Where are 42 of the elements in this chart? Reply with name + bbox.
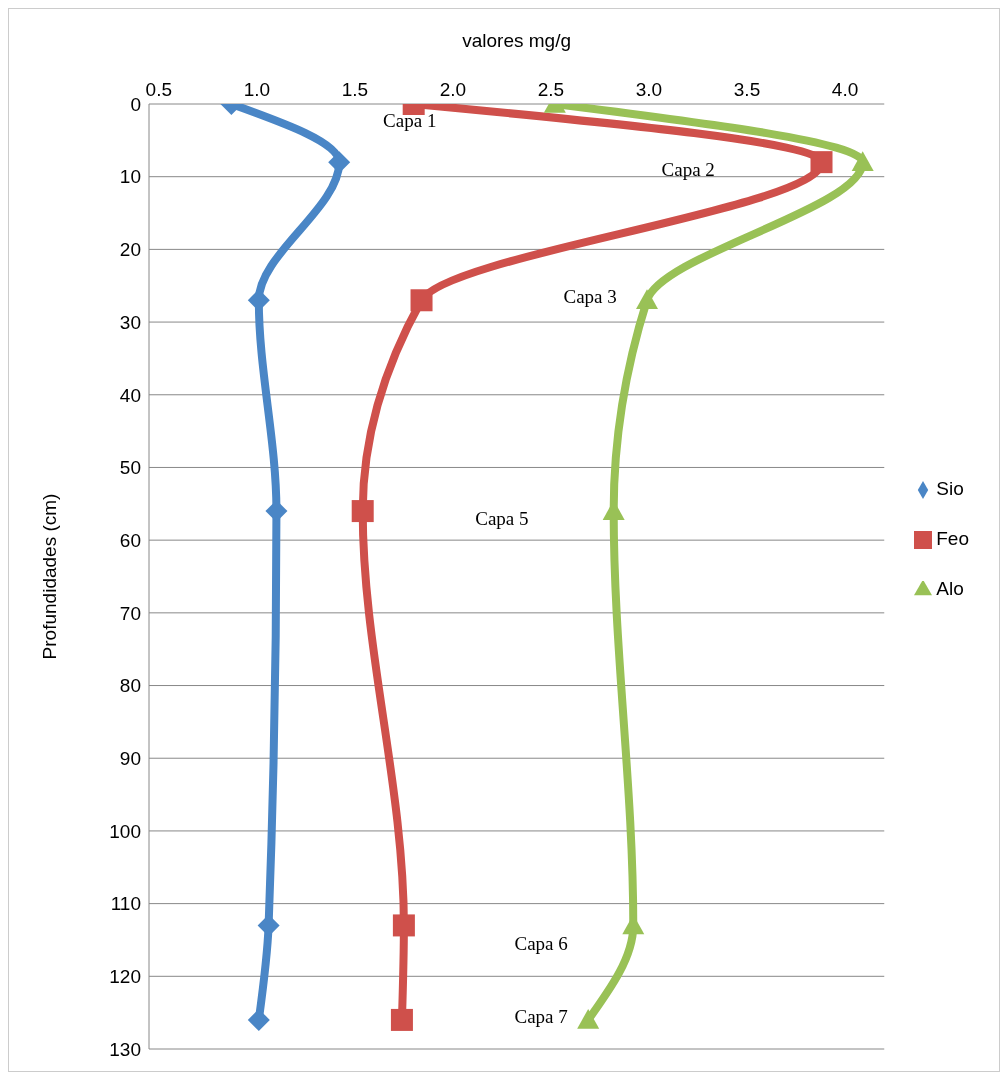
y-tick-label: 40 bbox=[119, 384, 141, 406]
point bbox=[810, 151, 833, 174]
x-tick-label: 2.5 bbox=[537, 79, 565, 100]
x-tick-label: 3.5 bbox=[733, 79, 761, 100]
y-tick-label: 110 bbox=[110, 893, 141, 915]
point bbox=[351, 500, 374, 523]
y-tick-label: 60 bbox=[119, 529, 141, 551]
x-tick-label: 1.0 bbox=[243, 79, 271, 100]
y-tick-label: 30 bbox=[119, 311, 141, 333]
point bbox=[328, 151, 351, 174]
y-tick-label: 70 bbox=[119, 602, 141, 624]
annotation: Capa 3 bbox=[563, 286, 617, 308]
y-tick-label: 10 bbox=[119, 166, 141, 188]
annotation: Capa 7 bbox=[514, 1006, 568, 1028]
legend-label: Alo bbox=[936, 578, 964, 599]
point bbox=[410, 289, 433, 312]
annotation: Capa 6 bbox=[514, 933, 568, 955]
annotation: Capa 1 bbox=[383, 109, 437, 131]
legend-label: Sio bbox=[936, 478, 964, 499]
point bbox=[851, 151, 874, 171]
x-tick-label: 3.0 bbox=[635, 79, 663, 100]
x-tick-label: 0.5 bbox=[145, 79, 173, 100]
x-tick-label: 2.0 bbox=[439, 79, 467, 100]
x-axis-title: valores mg/g bbox=[462, 30, 572, 52]
annotation: Capa 5 bbox=[475, 508, 529, 530]
x-tick-label: 4.0 bbox=[831, 79, 859, 100]
legend-label: Feo bbox=[936, 528, 969, 549]
y-tick-label: 100 bbox=[109, 820, 141, 842]
y-tick-label: 120 bbox=[109, 966, 141, 988]
x-tick-label: 1.5 bbox=[341, 79, 369, 100]
y-axis-title: Profundidades (cm) bbox=[38, 493, 60, 660]
y-tick-label: 80 bbox=[119, 675, 141, 697]
point bbox=[636, 289, 659, 310]
y-tick-label: 130 bbox=[109, 1038, 141, 1060]
annotation: Capa 2 bbox=[661, 159, 715, 181]
y-tick-label: 20 bbox=[119, 239, 141, 261]
y-tick-label: 50 bbox=[119, 457, 141, 479]
point bbox=[390, 1008, 413, 1031]
point bbox=[577, 1008, 600, 1029]
y-tick-label: 90 bbox=[119, 747, 141, 769]
point bbox=[392, 914, 415, 937]
y-tick-label: 0 bbox=[130, 93, 141, 115]
